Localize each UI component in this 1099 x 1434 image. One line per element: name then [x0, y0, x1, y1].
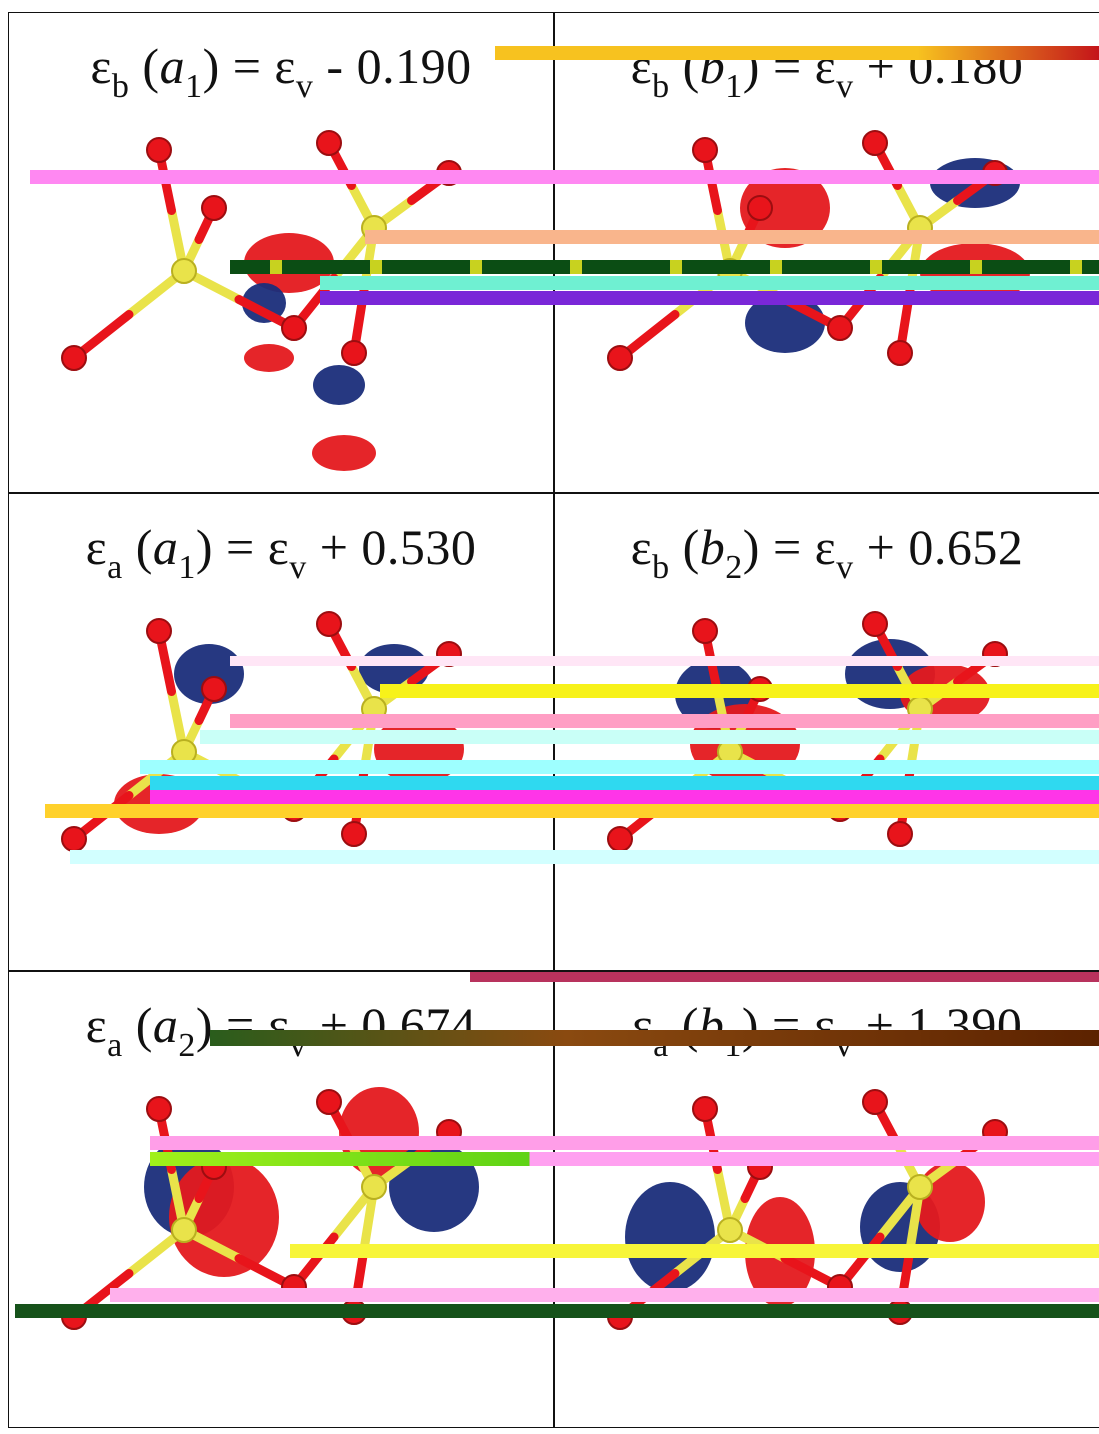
oxygen-atom: [747, 1154, 773, 1180]
energy-label: εb (a1) = εv - 0.190: [90, 38, 472, 105]
oxygen-atom: [436, 160, 462, 186]
silicon-atom: [717, 739, 743, 765]
oxygen-atom: [341, 821, 367, 847]
orbital-panel-b1-binding: εb (b1) = εv + 0.180: [555, 13, 1099, 492]
molecule-orbital-render: [61, 611, 464, 852]
oxygen-atom: [341, 1299, 367, 1325]
grid-divider-row-2: [8, 970, 1099, 972]
silicon-atom: [361, 215, 387, 241]
orbital-panel-b2-binding: εb (b2) = εv + 0.652: [555, 494, 1099, 970]
orbital-lobe-positive: [169, 1157, 279, 1277]
oxygen-atom: [692, 618, 718, 644]
oxygen-atom: [982, 1119, 1008, 1145]
oxygen-atom: [341, 340, 367, 366]
molecule-orbital-render: [61, 130, 462, 471]
molecule-orbital-render: [607, 130, 1030, 371]
silicon-atom: [907, 215, 933, 241]
oxygen-atom: [692, 137, 718, 163]
orbital-panel-a1-binding: εb (a1) = εv - 0.190: [9, 13, 553, 492]
oxygen-atom: [436, 641, 462, 667]
oxygen-atom: [692, 1096, 718, 1122]
oxygen-atom: [281, 796, 307, 822]
silicon-atom: [171, 1217, 197, 1243]
oxygen-atom: [862, 611, 888, 637]
oxygen-atom: [827, 796, 853, 822]
oxygen-atom: [862, 130, 888, 156]
molecule-orbital-render: [607, 611, 1008, 852]
oxygen-atom: [982, 160, 1008, 186]
grid-divider-row-1: [8, 492, 1099, 494]
oxygen-atom: [61, 345, 87, 371]
orbital-lobe-positive: [915, 1162, 985, 1242]
oxygen-atom: [146, 137, 172, 163]
orbital-lobe-positive: [920, 243, 1030, 303]
orbital-lobe-positive: [114, 774, 204, 834]
oxygen-atom: [607, 1304, 633, 1330]
silicon-atom: [907, 696, 933, 722]
silicon-atom: [907, 1174, 933, 1200]
oxygen-atom: [201, 195, 227, 221]
orbital-lobe-positive: [374, 714, 464, 784]
silicon-atom: [717, 258, 743, 284]
silicon-atom: [361, 696, 387, 722]
oxygen-atom: [862, 1089, 888, 1115]
orbital-lobe-positive: [740, 168, 830, 248]
energy-label: εb (b2) = εv + 0.652: [630, 519, 1024, 586]
oxygen-atom: [61, 1304, 87, 1330]
oxygen-atom: [316, 1089, 342, 1115]
oxygen-atom: [61, 826, 87, 852]
oxygen-atom: [887, 821, 913, 847]
oxygen-atom: [281, 1274, 307, 1300]
silicon-atom: [171, 739, 197, 765]
oxygen-atom: [747, 195, 773, 221]
oxygen-atom: [316, 611, 342, 637]
silicon-atom: [171, 258, 197, 284]
molecule-orbital-render: [607, 1089, 1008, 1330]
silicon-atom: [361, 1174, 387, 1200]
orbital-lobe-negative: [389, 1142, 479, 1232]
orbital-panel-a2-antibinding: εa (a2) = εv + 0.674: [9, 972, 553, 1427]
energy-label: εa (a1) = εv + 0.530: [85, 519, 477, 586]
orbital-lobe-negative: [242, 283, 286, 323]
oxygen-atom: [982, 641, 1008, 667]
oxygen-atom: [607, 826, 633, 852]
oxygen-atom: [201, 1154, 227, 1180]
molecule-orbital-render: [61, 1087, 479, 1330]
orbital-panel-b1-antibinding: εa (b1) = εv + 1.390: [555, 972, 1099, 1427]
orbital-lobe-negative: [359, 644, 429, 694]
oxygen-atom: [281, 315, 307, 341]
silicon-atom: [717, 1217, 743, 1243]
orbital-lobe-negative: [313, 365, 365, 405]
orbital-panel-a1-antibinding: εa (a1) = εv + 0.530: [9, 494, 553, 970]
oxygen-atom: [827, 315, 853, 341]
oxygen-atom: [316, 130, 342, 156]
oxygen-atom: [146, 618, 172, 644]
oxygen-atom: [827, 1274, 853, 1300]
oxygen-atom: [887, 1299, 913, 1325]
orbital-lobe-positive: [312, 435, 376, 471]
oxygen-atom: [201, 676, 227, 702]
oxygen-atom: [747, 676, 773, 702]
oxygen-atom: [607, 345, 633, 371]
orbital-lobe-positive: [244, 344, 294, 372]
oxygen-atom: [146, 1096, 172, 1122]
oxygen-atom: [887, 340, 913, 366]
oxygen-atom: [436, 1119, 462, 1145]
